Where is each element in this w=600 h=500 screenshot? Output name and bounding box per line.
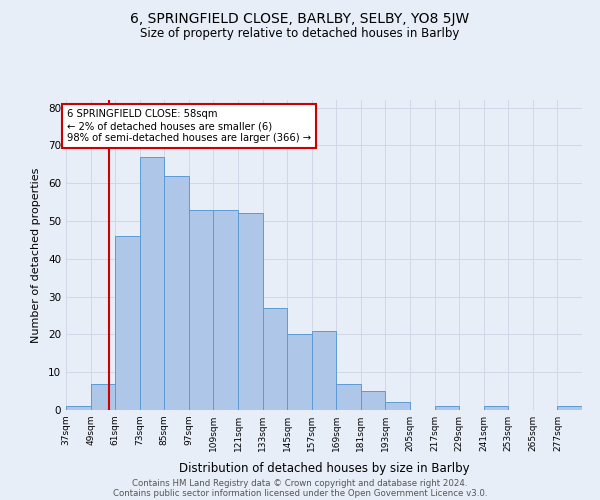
Bar [434, 406, 459, 410]
X-axis label: Distribution of detached houses by size in Barlby: Distribution of detached houses by size … [179, 462, 469, 475]
Text: Contains public sector information licensed under the Open Government Licence v3: Contains public sector information licen… [113, 488, 487, 498]
Text: Contains HM Land Registry data © Crown copyright and database right 2024.: Contains HM Land Registry data © Crown c… [132, 478, 468, 488]
Bar [385, 402, 410, 410]
Bar [238, 214, 263, 410]
Bar [91, 384, 115, 410]
Bar [115, 236, 140, 410]
Text: 6, SPRINGFIELD CLOSE, BARLBY, SELBY, YO8 5JW: 6, SPRINGFIELD CLOSE, BARLBY, SELBY, YO8… [130, 12, 470, 26]
Bar [361, 391, 385, 410]
Bar [312, 330, 336, 410]
Bar [484, 406, 508, 410]
Text: Size of property relative to detached houses in Barlby: Size of property relative to detached ho… [140, 28, 460, 40]
Text: 6 SPRINGFIELD CLOSE: 58sqm
← 2% of detached houses are smaller (6)
98% of semi-d: 6 SPRINGFIELD CLOSE: 58sqm ← 2% of detac… [67, 110, 311, 142]
Bar [263, 308, 287, 410]
Y-axis label: Number of detached properties: Number of detached properties [31, 168, 41, 342]
Bar [164, 176, 189, 410]
Bar [557, 406, 582, 410]
Bar [287, 334, 312, 410]
Bar [66, 406, 91, 410]
Bar [189, 210, 214, 410]
Bar [140, 156, 164, 410]
Bar [214, 210, 238, 410]
Bar [336, 384, 361, 410]
